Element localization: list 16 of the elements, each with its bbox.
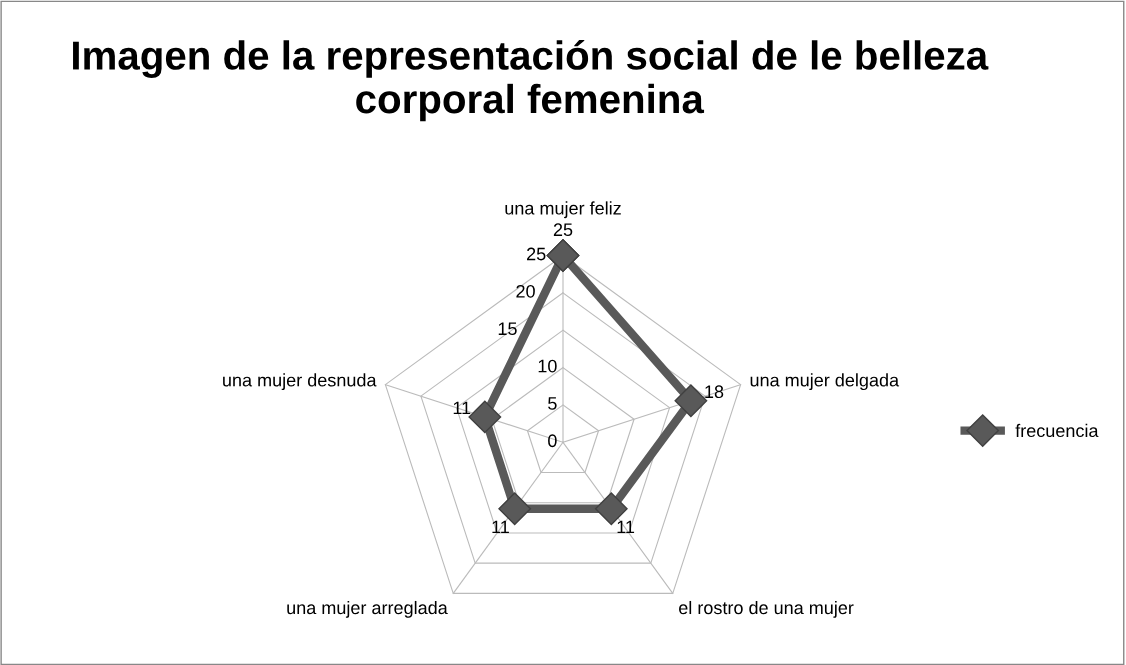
legend-label: frecuencia — [1015, 423, 1099, 438]
y-tick-label: 0 — [548, 434, 557, 448]
spoke-label: una mujer delgada — [750, 373, 900, 391]
y-tick-label: 15 — [498, 322, 517, 336]
y-tick-label: 10 — [538, 359, 557, 373]
chart-title: Imagen de la representación social de le belleza corporal femenina — [73, 39, 989, 122]
data-label: 18 — [705, 385, 724, 399]
spoke-label: el rostro de una mujer — [679, 600, 854, 618]
data-label: 11 — [617, 520, 635, 534]
y-tick-label: 20 — [516, 284, 535, 298]
spoke-label: una mujer desnuda — [223, 373, 377, 391]
data-label: 11 — [453, 401, 471, 415]
spoke-label: una mujer arreglada — [287, 600, 448, 618]
spoke-label: una mujer feliz — [505, 201, 621, 219]
data-label: 11 — [492, 520, 509, 534]
y-tick-label: 5 — [548, 397, 557, 410]
